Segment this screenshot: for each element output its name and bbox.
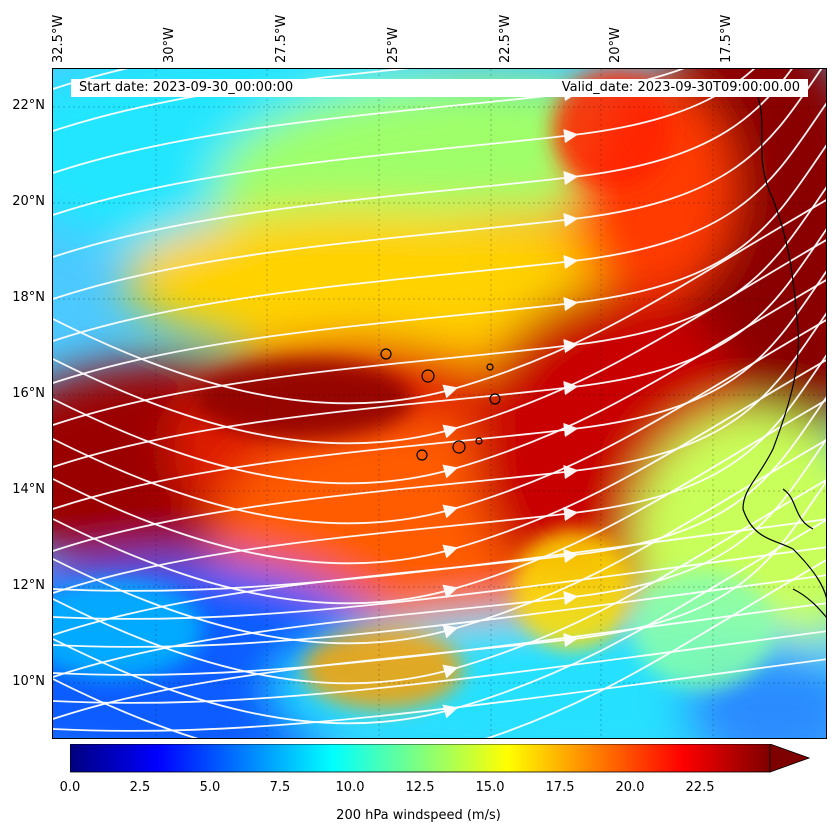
colorbar-title: 200 hPa windspeed (m/s) — [336, 808, 501, 823]
streamline — [53, 359, 826, 565]
streamline — [53, 270, 826, 510]
colorbar-tick: 20.0 — [615, 780, 645, 795]
longitude-label: 20°W — [608, 27, 623, 63]
streamline — [53, 199, 826, 405]
colorbar-tick: 5.0 — [199, 780, 221, 795]
colorbar — [70, 744, 810, 773]
latitude-label: 10°N — [12, 674, 45, 689]
wind-map: Start date: 2023-09-30_00:00:00 Valid_da… — [52, 68, 827, 739]
colorbar-gradient — [70, 744, 771, 773]
colorbar-tick: 12.5 — [405, 780, 435, 795]
streamline — [53, 319, 826, 525]
colorbar-tick: 17.5 — [545, 780, 575, 795]
streamline — [53, 144, 826, 384]
valid-date-label: Valid_date: 2023-09-30T09:00:00.00 — [561, 80, 800, 95]
streamline — [53, 519, 826, 725]
coastlines — [380, 96, 826, 618]
streamline — [53, 518, 826, 592]
streamline — [53, 399, 826, 605]
streamline — [53, 658, 826, 732]
start-date-label: Start date: 2023-09-30_00:00:00 — [79, 80, 294, 95]
colorbar-tick: 10.0 — [335, 780, 365, 795]
latitude-label: 22°N — [12, 98, 45, 113]
windspeed-field — [53, 69, 826, 738]
longitude-label: 30°W — [162, 27, 177, 63]
colorbar-extend-arrow — [769, 744, 810, 773]
colorbar-tick: 0.0 — [59, 780, 81, 795]
streamline — [53, 102, 826, 342]
streamline — [53, 438, 826, 678]
colorbar-tick: 2.5 — [129, 780, 151, 795]
streamline — [53, 480, 826, 720]
latitude-label: 16°N — [12, 386, 45, 401]
latitude-label: 18°N — [12, 290, 45, 305]
colorbar-tick: 15.0 — [475, 780, 505, 795]
streamline — [53, 630, 826, 704]
longitude-label: 32.5°W — [51, 14, 66, 63]
streamline — [53, 312, 826, 552]
latitude-label: 12°N — [12, 578, 45, 593]
streamline — [53, 69, 756, 216]
wind-field-svg: Start date: 2023-09-30_00:00:00 Valid_da… — [53, 69, 826, 738]
streamline — [53, 574, 826, 648]
streamline — [53, 279, 826, 485]
streamline — [53, 479, 826, 685]
streamline — [53, 186, 826, 426]
streamline — [53, 239, 826, 445]
date-banner: Start date: 2023-09-30_00:00:00 Valid_da… — [71, 79, 808, 97]
streamline — [53, 69, 823, 300]
streamline — [53, 602, 826, 676]
latitude-label: 20°N — [12, 194, 45, 209]
colorbar-tick: 7.5 — [269, 780, 291, 795]
streamline — [53, 354, 826, 594]
longitude-label: 22.5°W — [498, 14, 513, 63]
colorbar-tick: 22.5 — [685, 780, 715, 795]
latitude-label: 14°N — [12, 482, 45, 497]
longitude-label: 25°W — [386, 27, 401, 63]
longitude-label: 27.5°W — [274, 14, 289, 63]
longitude-label: 17.5°W — [719, 14, 734, 63]
streamline — [53, 228, 826, 468]
streamline — [53, 439, 826, 645]
streamline — [53, 546, 826, 620]
